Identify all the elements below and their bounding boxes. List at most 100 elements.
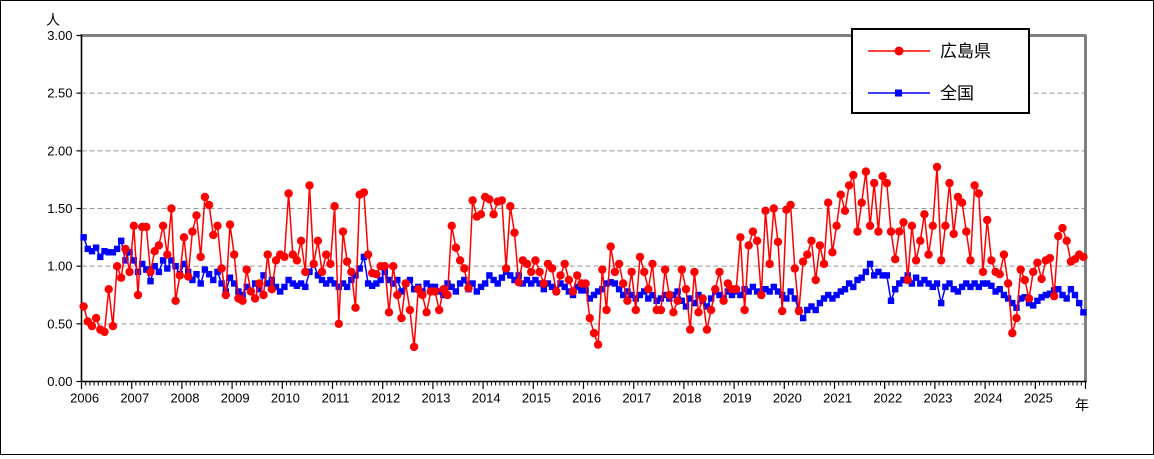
data-point-zenkoku	[816, 299, 824, 307]
data-point-hiroshima	[916, 236, 925, 245]
data-point-hiroshima	[962, 227, 971, 236]
data-point-zenkoku	[942, 283, 949, 291]
data-point-hiroshima	[932, 162, 942, 172]
x-tick-label: 2024	[974, 391, 1003, 406]
data-point-zenkoku	[879, 272, 886, 279]
data-point-hiroshima	[209, 230, 218, 240]
data-point-zenkoku	[1021, 294, 1028, 301]
data-point-hiroshima	[338, 227, 348, 236]
data-point-hiroshima	[351, 303, 360, 312]
data-point-hiroshima	[171, 296, 180, 305]
data-point-hiroshima	[824, 198, 833, 207]
data-point-hiroshima	[464, 283, 473, 293]
data-point-zenkoku	[1063, 295, 1070, 302]
data-point-zenkoku	[477, 283, 485, 291]
data-point-zenkoku	[762, 286, 769, 293]
data-point-hiroshima	[648, 259, 657, 269]
data-point-hiroshima	[937, 256, 946, 265]
data-point-hiroshima	[158, 221, 168, 230]
data-point-hiroshima	[702, 325, 712, 334]
data-point-hiroshima	[719, 296, 728, 305]
data-point-hiroshima	[861, 167, 871, 176]
data-point-zenkoku	[498, 274, 506, 281]
data-point-zenkoku	[1013, 304, 1020, 311]
y-tick-label: 1.00	[47, 259, 72, 274]
data-point-hiroshima	[359, 188, 369, 197]
data-point-zenkoku	[205, 271, 213, 278]
data-point-zenkoku	[285, 276, 292, 284]
data-point-hiroshima	[957, 198, 967, 207]
data-point-hiroshima	[974, 189, 983, 198]
data-point-zenkoku	[1067, 286, 1075, 293]
data-point-hiroshima	[393, 290, 402, 300]
data-point-zenkoku	[578, 287, 585, 294]
data-point-hiroshima	[451, 243, 461, 252]
data-point-hiroshima	[853, 227, 862, 236]
x-tick-label: 2010	[271, 391, 300, 406]
data-point-zenkoku	[674, 288, 681, 295]
data-point-zenkoku	[172, 263, 179, 270]
data-point-hiroshima	[455, 256, 465, 265]
data-point-hiroshima	[920, 210, 929, 219]
data-point-zenkoku	[992, 288, 999, 295]
data-point-zenkoku	[908, 280, 916, 287]
data-point-hiroshima	[506, 202, 515, 211]
data-point-hiroshima	[623, 296, 632, 305]
data-point-zenkoku	[356, 265, 363, 272]
data-point-zenkoku	[528, 280, 535, 287]
data-point-zenkoku	[1025, 299, 1033, 307]
data-point-hiroshima	[744, 241, 753, 250]
data-point-hiroshima	[941, 221, 950, 230]
data-point-zenkoku	[975, 283, 982, 291]
data-point-zenkoku	[1059, 291, 1066, 299]
data-point-hiroshima	[970, 181, 979, 190]
data-point-hiroshima	[752, 236, 762, 245]
data-point-hiroshima	[987, 256, 996, 265]
data-point-zenkoku	[507, 272, 514, 279]
data-point-hiroshima	[280, 252, 289, 262]
data-point-zenkoku	[1017, 295, 1024, 302]
data-point-hiroshima	[263, 250, 272, 259]
x-tick-label: 2011	[322, 391, 350, 406]
data-point-hiroshima	[899, 218, 908, 227]
data-point-hiroshima	[606, 242, 615, 251]
data-point-zenkoku	[691, 299, 698, 307]
data-point-zenkoku	[239, 291, 246, 299]
data-point-zenkoku	[122, 257, 129, 264]
data-point-hiroshima	[188, 227, 197, 236]
data-point-hiroshima	[284, 189, 293, 198]
data-point-zenkoku	[833, 291, 840, 299]
data-point-hiroshima	[250, 294, 260, 303]
data-point-zenkoku	[189, 276, 196, 284]
data-point-hiroshima	[907, 221, 917, 230]
data-point-hiroshima	[573, 271, 582, 280]
data-point-zenkoku	[753, 288, 761, 295]
data-point-zenkoku	[134, 268, 142, 276]
data-point-hiroshima	[807, 236, 816, 245]
data-point-zenkoku	[1000, 291, 1008, 299]
data-point-hiroshima	[698, 294, 707, 303]
data-point-hiroshima	[1054, 232, 1063, 241]
data-point-zenkoku	[632, 295, 639, 302]
x-tick-label: 2016	[572, 391, 601, 406]
data-point-hiroshima	[1008, 328, 1017, 338]
data-point-hiroshima	[803, 250, 812, 259]
data-point-zenkoku	[946, 280, 953, 287]
data-point-hiroshima	[225, 220, 235, 229]
data-point-hiroshima	[949, 229, 958, 239]
data-point-zenkoku	[850, 283, 857, 291]
data-point-hiroshima	[1058, 223, 1067, 233]
data-point-hiroshima	[819, 259, 829, 269]
data-point-hiroshima	[288, 250, 297, 259]
data-point-zenkoku	[812, 306, 819, 314]
data-point-hiroshima	[380, 262, 389, 271]
data-point-hiroshima	[778, 306, 787, 316]
data-point-hiroshima	[1079, 252, 1088, 262]
data-point-zenkoku	[448, 283, 455, 291]
data-point-zenkoku	[431, 283, 439, 291]
data-point-hiroshima	[322, 250, 331, 259]
data-point-zenkoku	[511, 276, 518, 284]
data-point-hiroshima	[619, 279, 628, 288]
x-tick-label: 2012	[371, 391, 400, 406]
data-point-hiroshima	[598, 265, 607, 274]
